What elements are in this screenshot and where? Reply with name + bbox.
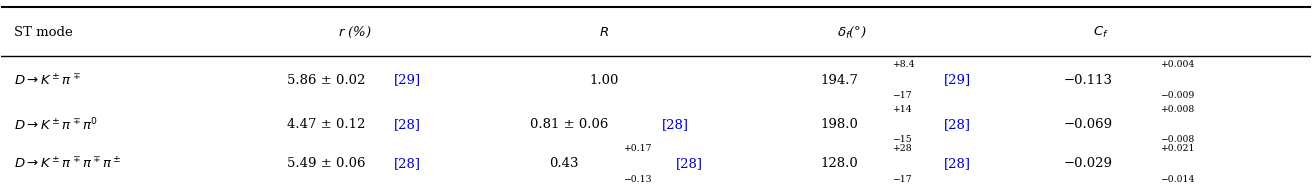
Text: 194.7: 194.7 [820, 74, 858, 87]
Text: 128.0: 128.0 [820, 157, 858, 170]
Text: +8.4: +8.4 [892, 60, 914, 69]
Text: −0.13: −0.13 [623, 175, 652, 184]
Text: +0.004: +0.004 [1160, 60, 1194, 69]
Text: −0.014: −0.014 [1160, 175, 1194, 184]
Text: −0.008: −0.008 [1160, 135, 1194, 144]
Text: 5.49 ± 0.06: 5.49 ± 0.06 [287, 157, 370, 170]
Text: 0.43: 0.43 [550, 157, 579, 170]
Text: $\delta_f$(°): $\delta_f$(°) [837, 25, 867, 40]
Text: [29]: [29] [945, 74, 971, 87]
Text: ST mode: ST mode [14, 26, 73, 39]
Text: $D \to K^\pm\pi^\mp\pi^0$: $D \to K^\pm\pi^\mp\pi^0$ [14, 116, 98, 133]
Text: [28]: [28] [663, 118, 689, 131]
Text: 4.47 ± 0.12: 4.47 ± 0.12 [287, 118, 370, 131]
Text: −15: −15 [892, 135, 912, 144]
Text: +14: +14 [892, 105, 912, 114]
Text: −0.029: −0.029 [1064, 157, 1113, 170]
Text: +28: +28 [892, 144, 912, 153]
Text: $D \to K^\pm\pi^\mp$: $D \to K^\pm\pi^\mp$ [14, 72, 81, 88]
Text: $R$: $R$ [598, 26, 609, 39]
Text: +0.021: +0.021 [1160, 144, 1194, 153]
Text: 5.86 ± 0.02: 5.86 ± 0.02 [287, 74, 370, 87]
Text: −0.069: −0.069 [1064, 118, 1113, 131]
Text: $D \to K^\pm\pi^\mp\pi^\mp\pi^\pm$: $D \to K^\pm\pi^\mp\pi^\mp\pi^\pm$ [14, 156, 122, 171]
Text: [28]: [28] [945, 157, 971, 170]
Text: 0.81 ± 0.06: 0.81 ± 0.06 [530, 118, 613, 131]
Text: 1.00: 1.00 [589, 74, 618, 87]
Text: [28]: [28] [676, 157, 703, 170]
Text: $r$ (%): $r$ (%) [338, 25, 371, 40]
Text: −0.009: −0.009 [1160, 91, 1194, 100]
Text: +0.17: +0.17 [623, 144, 652, 153]
Text: 198.0: 198.0 [820, 118, 858, 131]
Text: [28]: [28] [394, 157, 421, 170]
Text: −0.113: −0.113 [1064, 74, 1113, 87]
Text: [28]: [28] [394, 118, 421, 131]
Text: −17: −17 [892, 175, 912, 184]
Text: [28]: [28] [945, 118, 971, 131]
Text: $C_f$: $C_f$ [1093, 25, 1109, 40]
Text: −17: −17 [892, 91, 912, 100]
Text: +0.008: +0.008 [1160, 105, 1194, 114]
Text: [29]: [29] [394, 74, 421, 87]
